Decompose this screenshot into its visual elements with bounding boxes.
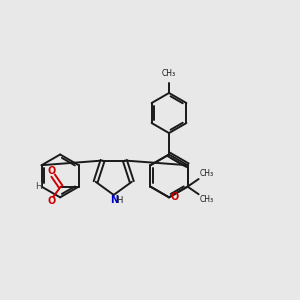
Text: O: O bbox=[170, 192, 179, 202]
Text: CH₃: CH₃ bbox=[162, 70, 176, 79]
Text: O: O bbox=[48, 196, 56, 206]
Text: N: N bbox=[110, 196, 118, 206]
Text: CH₃: CH₃ bbox=[199, 195, 213, 204]
Text: H: H bbox=[116, 196, 122, 205]
Text: H: H bbox=[35, 182, 42, 191]
Text: CH₃: CH₃ bbox=[199, 169, 213, 178]
Text: O: O bbox=[48, 166, 56, 176]
